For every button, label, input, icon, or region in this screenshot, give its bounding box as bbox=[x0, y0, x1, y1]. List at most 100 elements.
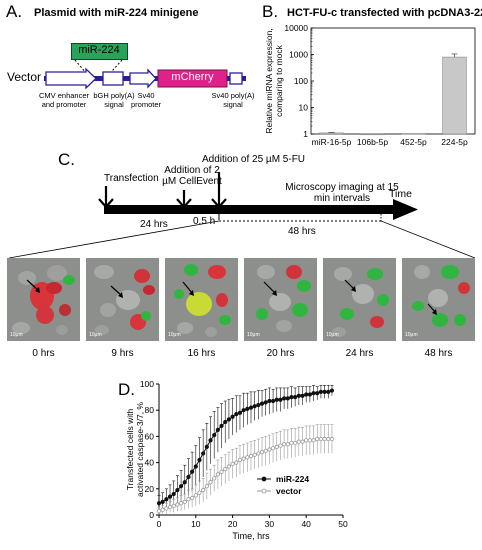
data-point bbox=[274, 397, 279, 402]
interval-0-5h: 0.5 h bbox=[193, 216, 216, 227]
sv40-promoter-label: Sv40 promoter bbox=[131, 91, 162, 109]
data-point bbox=[263, 400, 268, 405]
x-tick-label: 452-5p bbox=[400, 137, 427, 147]
panel-a-title: Plasmid with miR-224 minigene bbox=[34, 7, 199, 19]
panel-a-label: A. bbox=[6, 2, 23, 21]
data-point bbox=[178, 501, 184, 506]
data-point bbox=[285, 396, 290, 401]
mir224-insert-label: miR-224 bbox=[78, 44, 120, 56]
sv40-polya-box bbox=[229, 72, 243, 85]
expression-bar-chart: 1 10 100 1000 10000 miR-16-5p 106b-5p 452-5p 224… bbox=[264, 23, 476, 147]
scale-bar-label: 10μm bbox=[10, 332, 23, 338]
data-point bbox=[252, 452, 257, 457]
data-point bbox=[212, 432, 217, 438]
y-tick-label: 60 bbox=[145, 431, 155, 441]
panel-d-label: D. bbox=[118, 380, 135, 399]
data-point bbox=[318, 389, 324, 394]
data-point bbox=[259, 450, 265, 455]
x-tick-label: 20 bbox=[228, 519, 238, 529]
data-point bbox=[164, 506, 169, 511]
data-point bbox=[289, 394, 294, 400]
data-point bbox=[182, 480, 187, 485]
mcherry-box bbox=[157, 69, 228, 88]
y-tick-label: 10000 bbox=[284, 23, 308, 33]
frame-label-48hrs: 48 hrs bbox=[424, 348, 453, 359]
data-point bbox=[156, 508, 162, 514]
data-point bbox=[267, 398, 272, 404]
series-vector bbox=[156, 424, 335, 515]
data-point bbox=[215, 472, 220, 477]
data-point bbox=[230, 414, 235, 419]
y-axis-label: Relative miRNA expression, comparing to m… bbox=[264, 28, 284, 133]
y-tick-label: 10 bbox=[299, 103, 309, 113]
plasmid-map bbox=[44, 59, 246, 90]
data-point bbox=[204, 484, 209, 489]
event-transfection: Transfection bbox=[104, 173, 159, 184]
mcherry-label: mCherry bbox=[171, 71, 214, 83]
frame-label-16hrs: 16 hrs bbox=[187, 348, 216, 359]
data-point bbox=[282, 396, 287, 401]
frame-label-24hrs: 24 hrs bbox=[345, 348, 374, 359]
scale-bar-label: 10μm bbox=[405, 332, 418, 338]
data-point bbox=[226, 417, 232, 422]
data-point bbox=[186, 474, 191, 480]
micrograph-20hrs: 10μm bbox=[244, 258, 317, 341]
timeline-bar bbox=[104, 205, 396, 214]
data-point bbox=[208, 438, 213, 443]
sv40-promoter-arrow bbox=[129, 68, 157, 89]
data-point bbox=[300, 393, 305, 398]
data-point bbox=[270, 446, 276, 451]
data-point bbox=[256, 402, 261, 408]
legend-label: vector bbox=[276, 486, 302, 496]
scale-bar-label: 10μm bbox=[168, 332, 181, 338]
data-point bbox=[178, 484, 184, 489]
micrograph-strip: 10μm 10μm bbox=[7, 258, 476, 341]
timeline-arrowhead bbox=[393, 199, 418, 220]
data-point bbox=[245, 455, 250, 460]
data-point bbox=[171, 503, 176, 508]
data-point bbox=[208, 480, 213, 485]
x-tick-label: 40 bbox=[301, 519, 311, 529]
data-point bbox=[201, 488, 206, 493]
data-point bbox=[241, 456, 246, 461]
x-tick-label: 0 bbox=[157, 519, 162, 529]
data-point bbox=[318, 436, 324, 442]
data-point bbox=[197, 490, 202, 495]
data-point bbox=[248, 405, 254, 410]
data-point bbox=[175, 488, 180, 493]
x-axis-label: Time, hrs bbox=[232, 531, 270, 541]
data-point bbox=[237, 457, 243, 463]
x-tick-label: miR-16-5p bbox=[312, 137, 352, 147]
y-tick-label: 0 bbox=[149, 510, 154, 520]
data-point bbox=[197, 457, 202, 463]
bar-106b-5p bbox=[360, 133, 385, 136]
data-point bbox=[226, 464, 232, 469]
data-point bbox=[171, 491, 176, 497]
data-point bbox=[164, 497, 169, 502]
y-tick-label: 20 bbox=[145, 484, 155, 494]
scale-bar-label: 10μm bbox=[326, 332, 339, 338]
data-point bbox=[241, 408, 246, 413]
event-cellevent: Addition of 2 µM CellEvent bbox=[162, 165, 222, 187]
data-point bbox=[289, 440, 294, 446]
data-point bbox=[204, 444, 209, 449]
data-point bbox=[175, 502, 180, 507]
y-axis-label-line1: Transfected cells with bbox=[125, 409, 135, 491]
timeline bbox=[8, 172, 476, 259]
scale-bar-label: 10μm bbox=[247, 332, 260, 338]
y-axis-label: Transfected cells with activated caspase-… bbox=[125, 402, 145, 497]
data-point bbox=[182, 499, 187, 504]
mir224-insert-box bbox=[71, 43, 128, 60]
y-tick-label: 80 bbox=[145, 405, 155, 415]
data-point bbox=[201, 451, 206, 456]
data-point bbox=[190, 469, 195, 474]
cmv-promoter-arrow bbox=[45, 67, 97, 90]
data-point bbox=[293, 394, 298, 400]
data-point bbox=[223, 419, 228, 425]
data-point bbox=[156, 501, 162, 506]
data-point bbox=[234, 412, 239, 417]
y-tick-label: 40 bbox=[145, 458, 155, 468]
vector-label: Vector bbox=[7, 70, 42, 84]
y-axis-label-line2: activated caspase-3/7, % bbox=[135, 402, 145, 497]
data-point bbox=[248, 453, 254, 459]
